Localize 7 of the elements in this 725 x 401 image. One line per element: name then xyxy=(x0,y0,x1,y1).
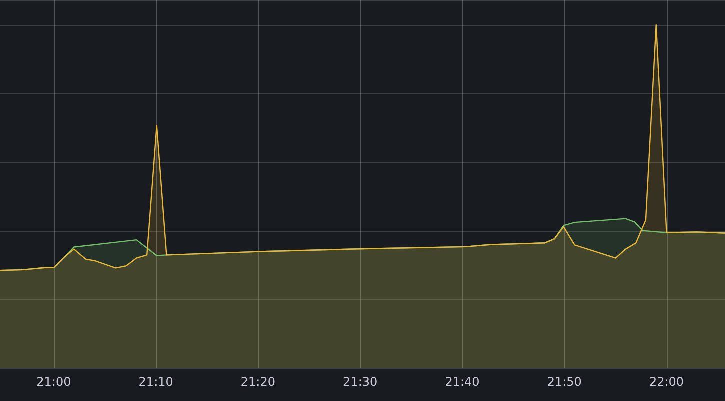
x-tick-label: 21:40 xyxy=(445,375,480,389)
x-tick-label: 21:00 xyxy=(36,375,72,389)
x-tick-label: 21:50 xyxy=(547,375,582,389)
x-tick-label: 22:00 xyxy=(649,375,684,389)
x-tick-label: 21:10 xyxy=(138,375,174,389)
x-tick-label: 21:30 xyxy=(343,375,378,389)
x-tick-label: 21:20 xyxy=(240,375,276,389)
